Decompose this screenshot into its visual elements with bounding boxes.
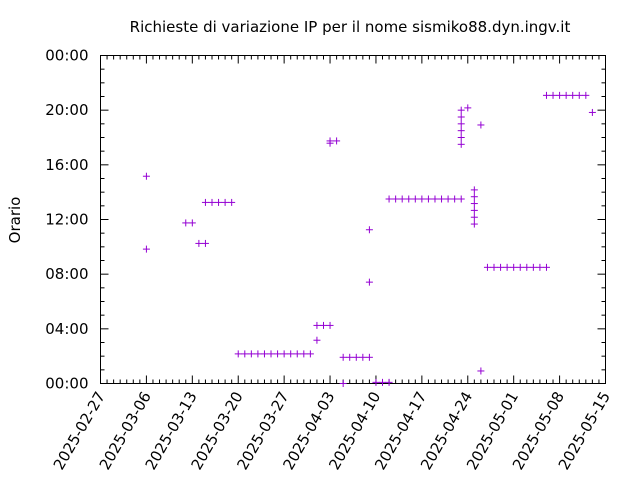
data-point [208, 198, 216, 206]
data-point [516, 263, 524, 271]
data-point [221, 198, 229, 206]
y-axis-label: Orario [6, 197, 24, 244]
data-point [542, 263, 550, 271]
data-point [359, 353, 367, 361]
data-point [182, 219, 190, 227]
data-point [274, 350, 282, 358]
data-point [365, 353, 373, 361]
data-point [313, 336, 321, 344]
y-tick-label: 00:00 [45, 375, 88, 393]
data-point [464, 104, 472, 112]
chart-title: Richieste di variazione IP per il nome s… [130, 18, 571, 36]
data-point [287, 350, 295, 358]
data-point [536, 263, 544, 271]
data-point [483, 263, 491, 271]
data-point [523, 263, 531, 271]
data-point [477, 367, 485, 375]
data-point [385, 378, 393, 386]
data-point [280, 350, 288, 358]
data-point [372, 378, 380, 386]
data-points [142, 91, 596, 387]
data-point [346, 353, 354, 361]
data-point [260, 350, 268, 358]
y-tick-label: 00:00 [45, 47, 88, 65]
data-point [234, 350, 242, 358]
data-point [431, 195, 439, 203]
data-point [300, 350, 308, 358]
data-point [457, 140, 465, 148]
data-point [503, 263, 511, 271]
data-point [470, 186, 478, 194]
data-point [326, 321, 334, 329]
data-point [326, 137, 334, 145]
data-point [365, 278, 373, 286]
data-point [490, 263, 498, 271]
data-point [457, 120, 465, 128]
data-point [457, 127, 465, 135]
x-axis: 2025-02-272025-03-062025-03-132025-03-20… [50, 55, 614, 473]
data-point [575, 91, 583, 99]
data-point [333, 137, 341, 145]
data-point [365, 226, 373, 234]
y-tick-label: 08:00 [45, 265, 88, 283]
data-point [588, 108, 596, 116]
data-point [201, 239, 209, 247]
y-axis: 00:00 04:00 08:00 12:00 16:00 20:00 00:00 [45, 47, 606, 393]
data-point [398, 195, 406, 203]
data-point [510, 263, 518, 271]
data-point [470, 206, 478, 214]
data-point [556, 91, 564, 99]
data-point [247, 350, 255, 358]
data-point [470, 213, 478, 221]
data-point [313, 321, 321, 329]
data-point [293, 350, 301, 358]
data-point [438, 195, 446, 203]
data-point [457, 106, 465, 114]
y-tick-label: 04:00 [45, 320, 88, 338]
data-point [215, 198, 223, 206]
data-point [457, 113, 465, 121]
data-point [569, 91, 577, 99]
y-tick-label: 16:00 [45, 156, 88, 174]
data-point [457, 134, 465, 141]
y-tick-label: 12:00 [45, 211, 88, 229]
data-point [470, 220, 478, 228]
data-point [451, 195, 459, 203]
data-point [241, 350, 249, 358]
data-point [497, 263, 505, 271]
data-point [385, 195, 393, 203]
data-point [352, 353, 360, 361]
data-point [188, 219, 196, 227]
data-point [228, 198, 236, 206]
data-point [424, 195, 432, 203]
data-point [418, 195, 426, 203]
data-point [562, 91, 570, 99]
data-point [457, 195, 465, 203]
data-point [392, 195, 400, 203]
data-point [470, 200, 478, 208]
data-point [267, 350, 275, 358]
plot-frame [100, 55, 606, 384]
data-point [444, 195, 452, 203]
data-point [306, 350, 314, 358]
data-point [142, 245, 150, 253]
data-point [195, 239, 203, 247]
data-point [411, 195, 419, 203]
data-point [379, 378, 387, 386]
data-point [470, 193, 478, 201]
data-point [542, 91, 550, 99]
data-point [201, 198, 209, 206]
data-point [339, 353, 347, 361]
data-point [477, 121, 485, 129]
data-point [339, 380, 347, 387]
y-tick-label: 20:00 [45, 101, 88, 119]
data-point [254, 350, 262, 358]
data-point [549, 91, 557, 99]
data-point [405, 195, 413, 203]
data-point [529, 263, 537, 271]
data-point [142, 172, 150, 180]
data-point [582, 91, 590, 99]
data-point [319, 321, 327, 329]
